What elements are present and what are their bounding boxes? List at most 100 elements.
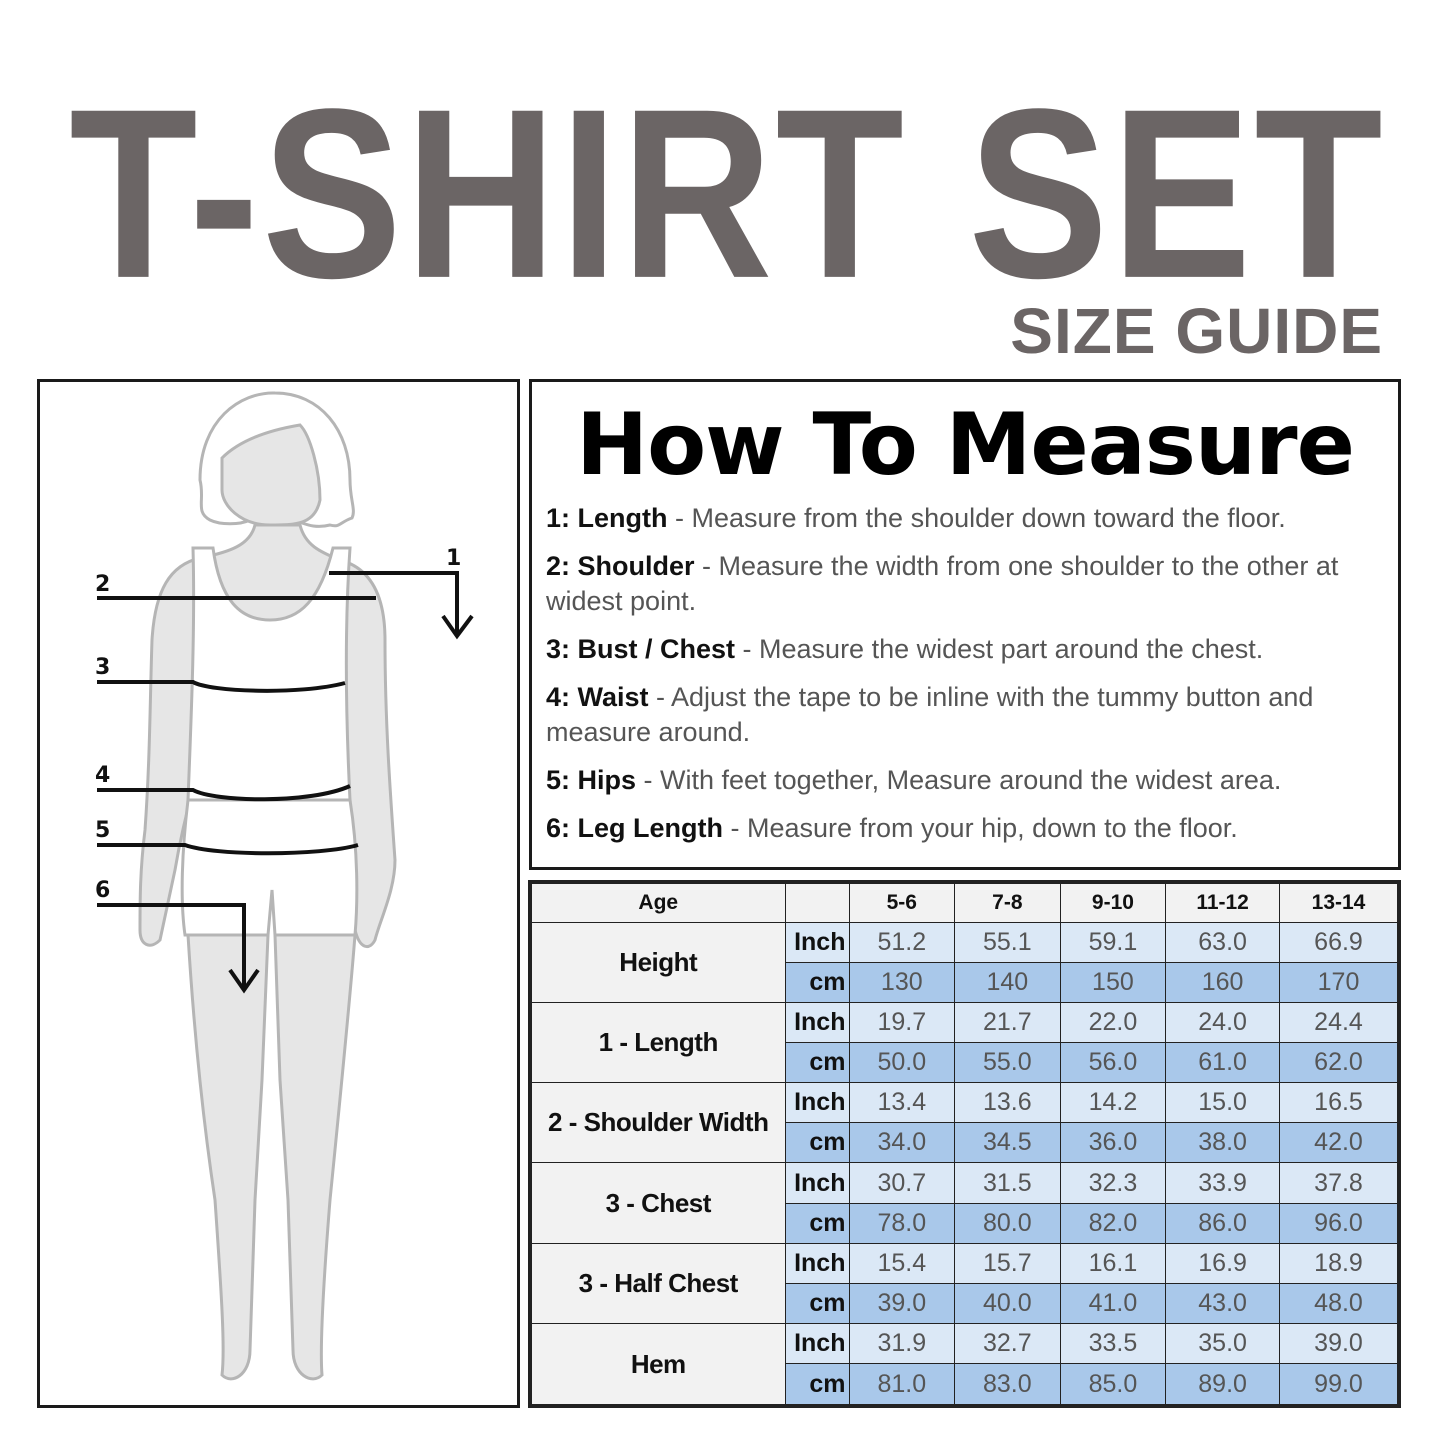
size-value: 50.0 xyxy=(848,1041,956,1084)
instruction-label: 5: Hips xyxy=(546,765,637,795)
size-value: 32.7 xyxy=(954,1323,1061,1365)
measure-line-1 xyxy=(329,571,474,640)
unit-label: Inch xyxy=(784,1242,850,1284)
marker-6: 6 xyxy=(95,878,110,903)
size-value: 160 xyxy=(1165,961,1281,1003)
unit-label: cm xyxy=(784,1202,850,1244)
size-value: 55.1 xyxy=(954,921,1061,963)
size-value: 55.0 xyxy=(954,1041,1061,1084)
size-value: 80.0 xyxy=(954,1202,1061,1244)
unit-label: cm xyxy=(784,1363,850,1407)
size-value: 18.9 xyxy=(1279,1242,1400,1284)
size-value: 37.8 xyxy=(1279,1162,1400,1204)
size-value: 130 xyxy=(848,961,956,1003)
size-value: 66.9 xyxy=(1279,921,1400,963)
table-row: 1 - Length Inch 19.7 21.7 22.0 24.0 24.4 xyxy=(529,1001,1400,1084)
size-table: Age 5-6 7-8 9-10 11-12 13-14 Height Inch 51.2 55.… xyxy=(528,880,1401,1408)
page-subtitle: SIZE GUIDE xyxy=(1010,295,1383,367)
size-value: 39.0 xyxy=(848,1282,956,1325)
table-row: cm 130 140 150 160 170 xyxy=(530,961,1400,1003)
measure-line-5 xyxy=(97,843,359,856)
size-value: 16.9 xyxy=(1165,1242,1281,1284)
table-row: cm 78.0 80.0 82.0 86.0 96.0 xyxy=(530,1202,1400,1244)
size-value: 13.6 xyxy=(954,1082,1061,1124)
instruction-label: 6: Leg Length xyxy=(546,813,723,843)
table-header-row: Age 5-6 7-8 9-10 11-12 13-14 xyxy=(529,881,1400,923)
face xyxy=(220,423,322,527)
size-value: 21.7 xyxy=(954,1001,1061,1043)
size-value: 41.0 xyxy=(1059,1282,1167,1325)
size-value: 30.7 xyxy=(848,1162,956,1204)
measurement-diagram-panel xyxy=(37,379,520,1408)
age-column-header: 5-6 xyxy=(848,881,956,923)
size-value: 62.0 xyxy=(1279,1041,1400,1084)
marker-1: 1 xyxy=(446,546,461,571)
unit-label: cm xyxy=(784,1041,850,1084)
size-value: 32.3 xyxy=(1059,1162,1167,1204)
size-value: 51.2 xyxy=(848,921,956,963)
size-value: 150 xyxy=(1059,961,1167,1003)
age-column-header: 9-10 xyxy=(1059,881,1167,923)
how-to-measure-title: How To Measure xyxy=(576,395,1355,495)
table-row: cm 39.0 40.0 41.0 43.0 48.0 xyxy=(530,1282,1400,1325)
table-row: 3 - Chest Inch 30.7 31.5 32.3 33.9 37.8 xyxy=(529,1162,1400,1244)
unit-header xyxy=(784,881,850,923)
measure-line-3 xyxy=(97,680,346,693)
size-value: 33.9 xyxy=(1165,1162,1281,1204)
instruction-item: 3: Bust / Chest - Measure the widest par… xyxy=(546,632,1384,667)
size-value: 16.5 xyxy=(1279,1082,1400,1124)
size-value: 19.7 xyxy=(848,1001,956,1043)
size-value: 81.0 xyxy=(848,1363,956,1407)
unit-label: Inch xyxy=(784,921,850,963)
size-value: 61.0 xyxy=(1165,1041,1281,1084)
age-header: Age xyxy=(529,881,786,923)
instructions-list: 1: Length - Measure from the shoulder do… xyxy=(546,501,1384,846)
marker-5: 5 xyxy=(95,818,110,843)
unit-label: Inch xyxy=(784,1001,850,1043)
size-value: 85.0 xyxy=(1059,1363,1167,1407)
size-value: 83.0 xyxy=(954,1363,1061,1407)
size-value: 86.0 xyxy=(1165,1202,1281,1244)
unit-label: Inch xyxy=(784,1082,850,1124)
page-title: T-SHIRT SET xyxy=(69,58,1386,329)
size-value: 34.0 xyxy=(848,1122,956,1164)
unit-label: Inch xyxy=(784,1323,850,1365)
measurement-label: 2 - Shoulder Width xyxy=(529,1082,786,1164)
instruction-item: 2: Shoulder - Measure the width from one… xyxy=(546,549,1384,619)
table-row: 2 - Shoulder Width Inch 13.4 13.6 14.2 15.0 16… xyxy=(529,1082,1400,1164)
size-value: 15.4 xyxy=(848,1242,956,1284)
size-value: 99.0 xyxy=(1279,1363,1400,1407)
legs xyxy=(186,933,357,1381)
size-value: 48.0 xyxy=(1279,1282,1400,1325)
size-value: 15.7 xyxy=(954,1242,1061,1284)
table-row: cm 50.0 55.0 56.0 61.0 62.0 xyxy=(530,1041,1400,1084)
measure-line-4 xyxy=(97,784,351,802)
instruction-text: - Measure from your hip, down to the flo… xyxy=(723,813,1238,843)
size-value: 13.4 xyxy=(848,1082,956,1124)
size-value: 35.0 xyxy=(1165,1323,1281,1365)
size-value: 39.0 xyxy=(1279,1323,1400,1365)
shorts xyxy=(180,798,359,937)
table-row: Hem Inch 31.9 32.7 33.5 35.0 39.0 xyxy=(529,1323,1400,1407)
measure-line-6 xyxy=(97,903,260,994)
size-value: 34.5 xyxy=(954,1122,1061,1164)
how-to-measure-panel: How To Measure 1: Length - Measure from … xyxy=(529,379,1401,870)
measurement-label: Hem xyxy=(529,1323,786,1407)
unit-label: Inch xyxy=(784,1162,850,1204)
size-value: 33.5 xyxy=(1059,1323,1167,1365)
size-value: 96.0 xyxy=(1279,1202,1400,1244)
size-value: 31.5 xyxy=(954,1162,1061,1204)
size-value: 42.0 xyxy=(1279,1122,1400,1164)
size-value: 59.1 xyxy=(1059,921,1167,963)
measurement-label: Height xyxy=(529,921,786,1003)
size-value: 36.0 xyxy=(1059,1122,1167,1164)
size-value: 16.1 xyxy=(1059,1242,1167,1284)
unit-label: cm xyxy=(784,1122,850,1164)
table-row: Height Inch 51.2 55.1 59.1 63.0 66.9 xyxy=(529,921,1400,1003)
age-column-header: 13-14 xyxy=(1279,881,1400,923)
table-row: 3 - Half Chest Inch 15.4 15.7 16.1 16.9 18.9 xyxy=(529,1242,1400,1325)
instruction-item: 1: Length - Measure from the shoulder do… xyxy=(546,501,1384,536)
size-value: 22.0 xyxy=(1059,1001,1167,1043)
marker-2: 2 xyxy=(95,572,110,597)
instruction-label: 4: Waist xyxy=(546,682,649,712)
